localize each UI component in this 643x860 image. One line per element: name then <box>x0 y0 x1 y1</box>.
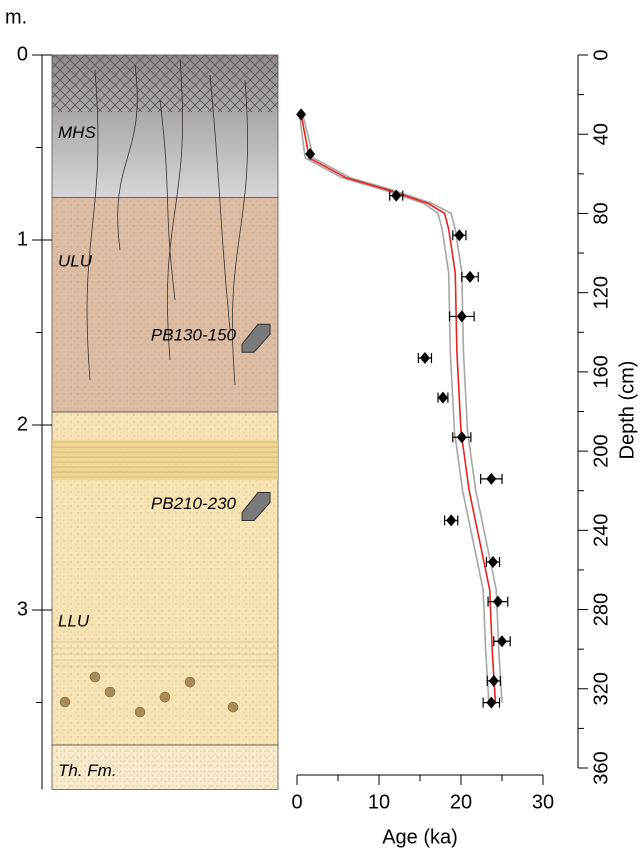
chart: m. Age (ka) Depth (cm) MHS ULU LLU Th. Fm. P… <box>0 0 643 860</box>
y-tick-label: 80 <box>590 202 612 224</box>
layer-label: MHS <box>58 123 96 142</box>
texture <box>52 55 278 112</box>
y-axis-label: Depth (cm) <box>616 361 638 460</box>
texture <box>52 197 278 412</box>
gravel <box>105 687 115 697</box>
layer-label: ULU <box>58 251 93 270</box>
data-point <box>296 108 306 120</box>
y-tick-label: 40 <box>590 123 612 145</box>
data-point <box>493 596 503 608</box>
y-tick-label: 320 <box>590 672 612 705</box>
y-tick-label: 1 <box>17 228 28 250</box>
sample-label: PB130-150 <box>151 326 237 345</box>
data-point <box>465 271 475 283</box>
data-point <box>486 473 496 485</box>
y-tick-label: 3 <box>17 598 28 620</box>
data-point <box>489 675 499 687</box>
data-point <box>457 431 467 443</box>
x-axis-label: Age (ka) <box>382 826 458 848</box>
x-tick-label: 10 <box>368 791 390 813</box>
y-tick-label: 120 <box>590 276 612 309</box>
data-point <box>438 392 448 404</box>
gravel <box>90 672 100 682</box>
layer-label: LLU <box>58 611 90 630</box>
y-tick-label: 160 <box>590 355 612 388</box>
y-tick-label: 360 <box>590 751 612 784</box>
gravel <box>228 702 238 712</box>
y-tick-label: 2 <box>17 413 28 435</box>
x-tick-label: 0 <box>291 791 302 813</box>
age-model-line <box>303 114 502 702</box>
y-tick-label: 0 <box>17 43 28 65</box>
x-tick-label: 20 <box>450 791 472 813</box>
gravel <box>160 692 170 702</box>
gravel <box>185 677 195 687</box>
gravel <box>60 697 70 707</box>
y-tick-label: 280 <box>590 593 612 626</box>
y-tick-label: 200 <box>590 434 612 467</box>
column-axis-label: m. <box>5 6 27 28</box>
y-tick-label: 0 <box>590 49 612 60</box>
data-point <box>420 352 430 364</box>
layer-label: Th. Fm. <box>58 761 117 780</box>
y-tick-label: 240 <box>590 514 612 547</box>
sample-label: PB210-230 <box>151 494 237 513</box>
data-point <box>457 310 467 322</box>
x-tick-label: 30 <box>532 791 554 813</box>
band <box>52 440 278 480</box>
data-point <box>446 514 456 526</box>
gravel <box>135 707 145 717</box>
